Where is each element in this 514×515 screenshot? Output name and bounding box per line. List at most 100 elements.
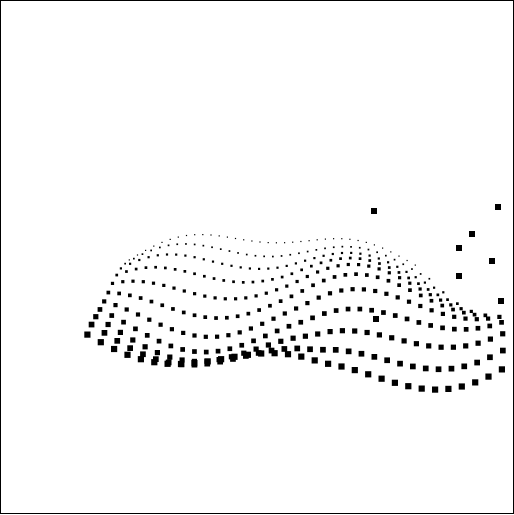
cloud-point xyxy=(203,315,208,319)
cloud-point xyxy=(254,294,258,298)
cloud-point xyxy=(428,323,433,328)
cloud-point xyxy=(350,246,352,248)
cloud-point xyxy=(357,306,363,312)
cloud-point xyxy=(452,326,457,332)
cloud-point xyxy=(275,288,279,292)
cloud-point xyxy=(210,234,212,236)
cloud-point xyxy=(97,307,103,312)
cloud-point xyxy=(202,244,205,247)
cloud-point xyxy=(352,328,358,334)
cloud-point xyxy=(406,259,408,262)
cloud-point xyxy=(164,360,171,367)
cloud-point xyxy=(446,298,449,301)
cloud-point xyxy=(485,373,492,380)
cloud-point xyxy=(497,314,502,319)
cloud-point xyxy=(292,241,294,243)
cloud-point xyxy=(369,307,374,313)
cloud-point xyxy=(226,236,228,238)
cloud-point xyxy=(261,279,265,283)
cloud-point xyxy=(417,282,420,285)
cloud-point xyxy=(274,328,280,334)
cloud-point xyxy=(298,252,300,255)
cloud-point xyxy=(408,288,412,292)
cloud-point xyxy=(500,347,506,354)
cloud-point xyxy=(306,250,309,253)
cloud-point xyxy=(228,250,231,252)
cloud-point xyxy=(183,270,187,273)
cloud-point xyxy=(234,297,238,301)
cloud-point xyxy=(327,291,333,296)
cloud-point xyxy=(142,344,148,350)
cloud-point xyxy=(300,268,303,272)
cloud-point xyxy=(387,271,391,275)
cloud-point xyxy=(333,238,335,240)
cloud-point xyxy=(329,258,333,262)
cloud-point xyxy=(276,266,279,269)
cloud-point xyxy=(267,242,269,244)
cloud-point xyxy=(381,310,386,315)
cloud-point xyxy=(325,360,332,367)
cloud-point xyxy=(418,303,423,309)
cloud-point xyxy=(134,267,138,271)
cloud-point xyxy=(290,272,294,276)
cloud-point xyxy=(234,237,237,240)
cloud-point xyxy=(418,287,422,291)
cloud-point xyxy=(159,246,161,249)
cloud-point xyxy=(244,351,251,358)
cloud-point xyxy=(267,267,270,270)
cloud-point xyxy=(435,366,442,373)
cloud-point xyxy=(332,275,337,279)
cloud-point xyxy=(145,249,147,251)
cloud-point xyxy=(348,256,352,260)
cloud-point xyxy=(392,313,398,318)
cloud-point xyxy=(133,326,138,332)
cloud-point xyxy=(475,325,481,331)
cloud-point xyxy=(310,264,313,268)
cloud-point xyxy=(298,319,304,325)
cloud-point xyxy=(101,330,108,336)
cloud-point xyxy=(436,293,440,297)
cloud-point xyxy=(397,271,401,274)
cloud-point xyxy=(124,351,131,358)
cloud-point xyxy=(165,253,169,256)
cloud-point xyxy=(349,238,351,240)
cloud-point xyxy=(192,349,197,354)
cloud-point xyxy=(378,375,385,382)
cloud-point xyxy=(307,346,313,353)
cloud-point xyxy=(193,292,197,296)
cloud-point xyxy=(130,337,136,343)
cloud-point xyxy=(354,272,358,276)
cloud-point xyxy=(177,236,179,238)
cloud-point xyxy=(106,290,111,295)
cloud-point xyxy=(428,293,432,297)
cloud-point xyxy=(154,350,160,356)
cloud-point xyxy=(304,259,307,262)
cloud-point xyxy=(313,257,316,260)
cloud-point xyxy=(173,268,177,271)
cloud-point xyxy=(111,345,118,353)
cloud-point xyxy=(361,287,366,292)
cloud-point xyxy=(332,347,339,353)
cloud-point xyxy=(336,264,340,268)
cloud-point xyxy=(192,333,197,338)
cloud-point xyxy=(167,354,173,360)
cloud-point xyxy=(202,234,204,236)
cloud-point xyxy=(193,256,196,259)
cloud-point xyxy=(115,273,119,277)
cloud-point xyxy=(365,273,369,277)
cloud-point xyxy=(150,249,152,252)
cloud-point xyxy=(263,333,268,339)
cloud-point xyxy=(241,281,245,284)
cloud-point xyxy=(156,338,162,344)
cloud-point xyxy=(414,264,416,266)
cloud-point xyxy=(440,303,445,308)
cloud-point xyxy=(327,329,333,335)
cloud-point xyxy=(350,251,353,254)
cloud-point xyxy=(84,331,91,338)
cloud-point xyxy=(105,321,111,328)
cloud-point xyxy=(124,307,129,312)
cloud-point xyxy=(136,254,139,256)
cloud-point xyxy=(439,298,443,302)
cloud-point xyxy=(408,281,412,285)
